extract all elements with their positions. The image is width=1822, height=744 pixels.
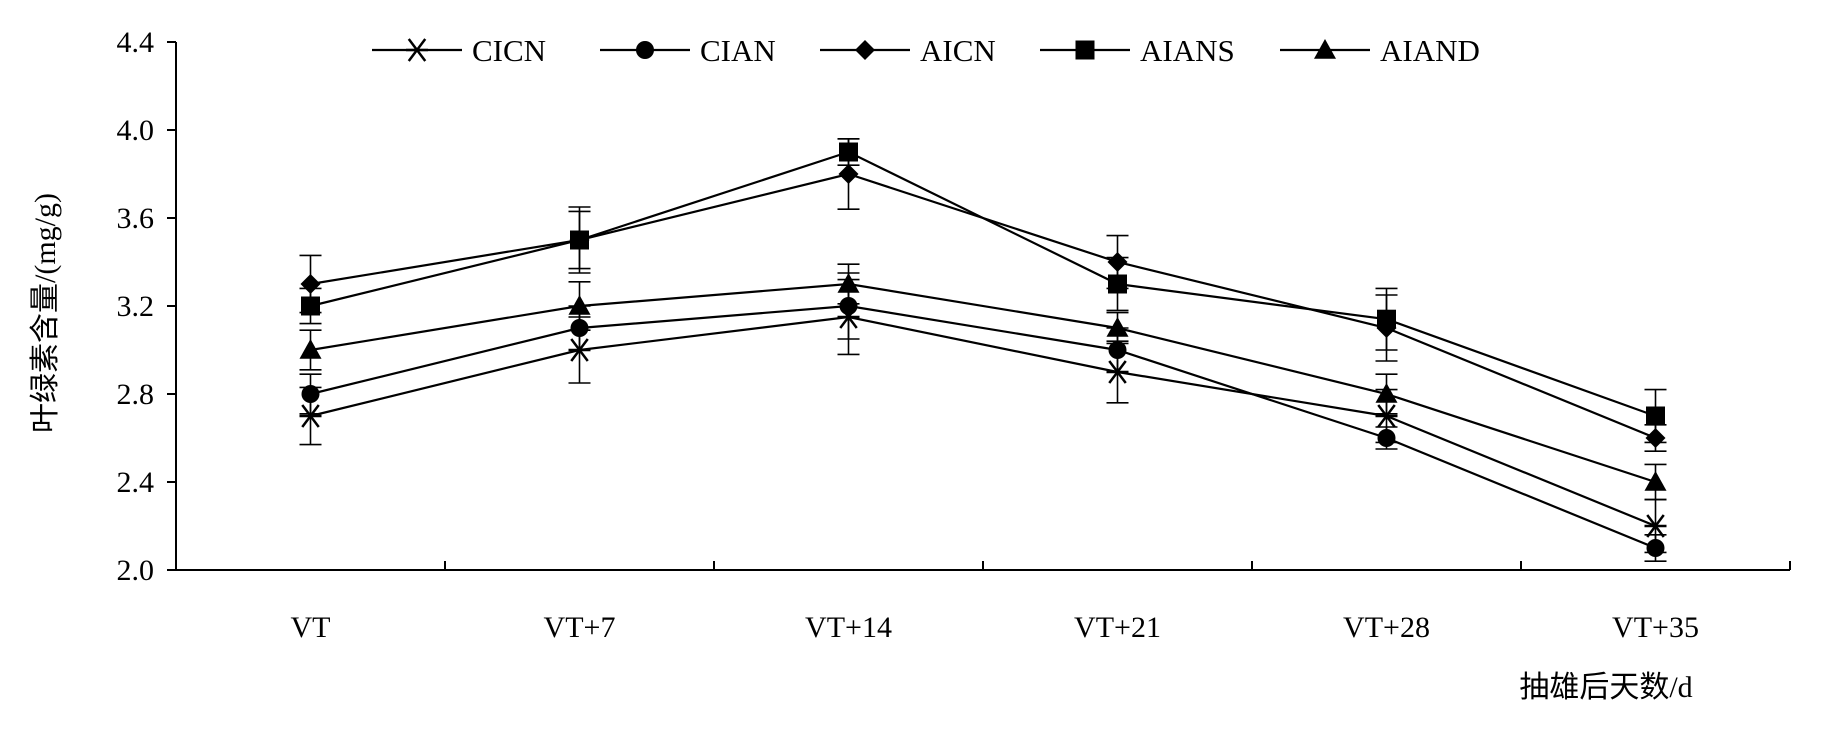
y-tick-label: 4.4 <box>117 26 155 59</box>
x-tick-label: VT+14 <box>805 611 892 644</box>
legend-marker <box>636 41 654 59</box>
series-aians <box>299 138 1667 444</box>
y-tick-label: 3.6 <box>117 202 155 235</box>
x-tick-label: VT <box>291 611 331 644</box>
y-tick-label: 2.8 <box>117 378 155 411</box>
x-tick-label: VT+35 <box>1612 611 1699 644</box>
data-point <box>301 296 320 316</box>
data-point <box>301 385 320 403</box>
x-tick-label: VT+7 <box>544 611 616 644</box>
legend-item-cian: CIAN <box>600 33 776 68</box>
data-point <box>1108 274 1127 294</box>
data-point <box>1375 404 1398 428</box>
y-tick-label: 3.2 <box>117 290 155 323</box>
legend: CICN CIAN AICN AIANS AIAND <box>372 33 1480 68</box>
x-tick-label: VT+28 <box>1343 611 1430 644</box>
series-aicn <box>299 138 1667 453</box>
data-point <box>1375 383 1398 403</box>
y-tick-label: 2.4 <box>117 466 155 499</box>
legend-marker <box>855 40 875 60</box>
legend-item-aiand: AIAND <box>1280 33 1480 68</box>
data-point <box>1377 429 1396 447</box>
legend-item-aians: AIANS <box>1040 33 1235 68</box>
series-cian <box>299 272 1667 563</box>
data-point <box>299 404 322 428</box>
y-tick-label: 2.0 <box>117 554 155 587</box>
data-point <box>299 339 322 359</box>
series-line-aiand <box>310 282 1656 484</box>
data-point <box>837 273 860 293</box>
y-axis-title: 叶绿素含量/(mg/g) <box>29 193 62 433</box>
legend-label: CICN <box>472 33 546 68</box>
series-aiand <box>299 263 1667 501</box>
data-point <box>1377 309 1396 329</box>
legend-label: CIAN <box>700 33 776 68</box>
legend-item-aicn: AICN <box>820 33 996 68</box>
legend-label: AIANS <box>1140 33 1235 68</box>
data-point <box>839 142 858 162</box>
series-layer <box>299 138 1667 563</box>
legend-label: AIAND <box>1380 33 1480 68</box>
x-axis-title: 抽雄后天数/d <box>1519 671 1692 704</box>
data-point <box>838 164 859 184</box>
data-point <box>1108 341 1127 359</box>
data-point <box>1106 317 1129 337</box>
series-line-cicn <box>310 315 1656 528</box>
legend-label: AICN <box>920 33 996 68</box>
x-tick-label: VT+21 <box>1074 611 1161 644</box>
legend-marker <box>1314 39 1336 59</box>
data-point <box>570 230 589 250</box>
data-point <box>1644 514 1667 538</box>
data-point <box>568 295 591 315</box>
x-ticks: VT VT+7 VT+14 VT+21 VT+28 VT+35 <box>291 561 1791 644</box>
y-tick-label: 4.0 <box>117 114 155 147</box>
data-point <box>1646 406 1665 426</box>
data-point <box>1646 539 1665 557</box>
series-cicn <box>299 278 1667 554</box>
legend-item-cicn: CICN <box>372 33 546 68</box>
data-point <box>839 297 858 315</box>
legend-marker <box>406 38 428 62</box>
y-ticks: 2.0 2.4 2.8 3.2 3.6 4.0 4.4 <box>117 26 176 587</box>
data-point <box>1644 471 1667 491</box>
series-line-aians <box>310 150 1656 418</box>
series-line-cian <box>310 304 1656 550</box>
legend-marker <box>1075 40 1095 60</box>
